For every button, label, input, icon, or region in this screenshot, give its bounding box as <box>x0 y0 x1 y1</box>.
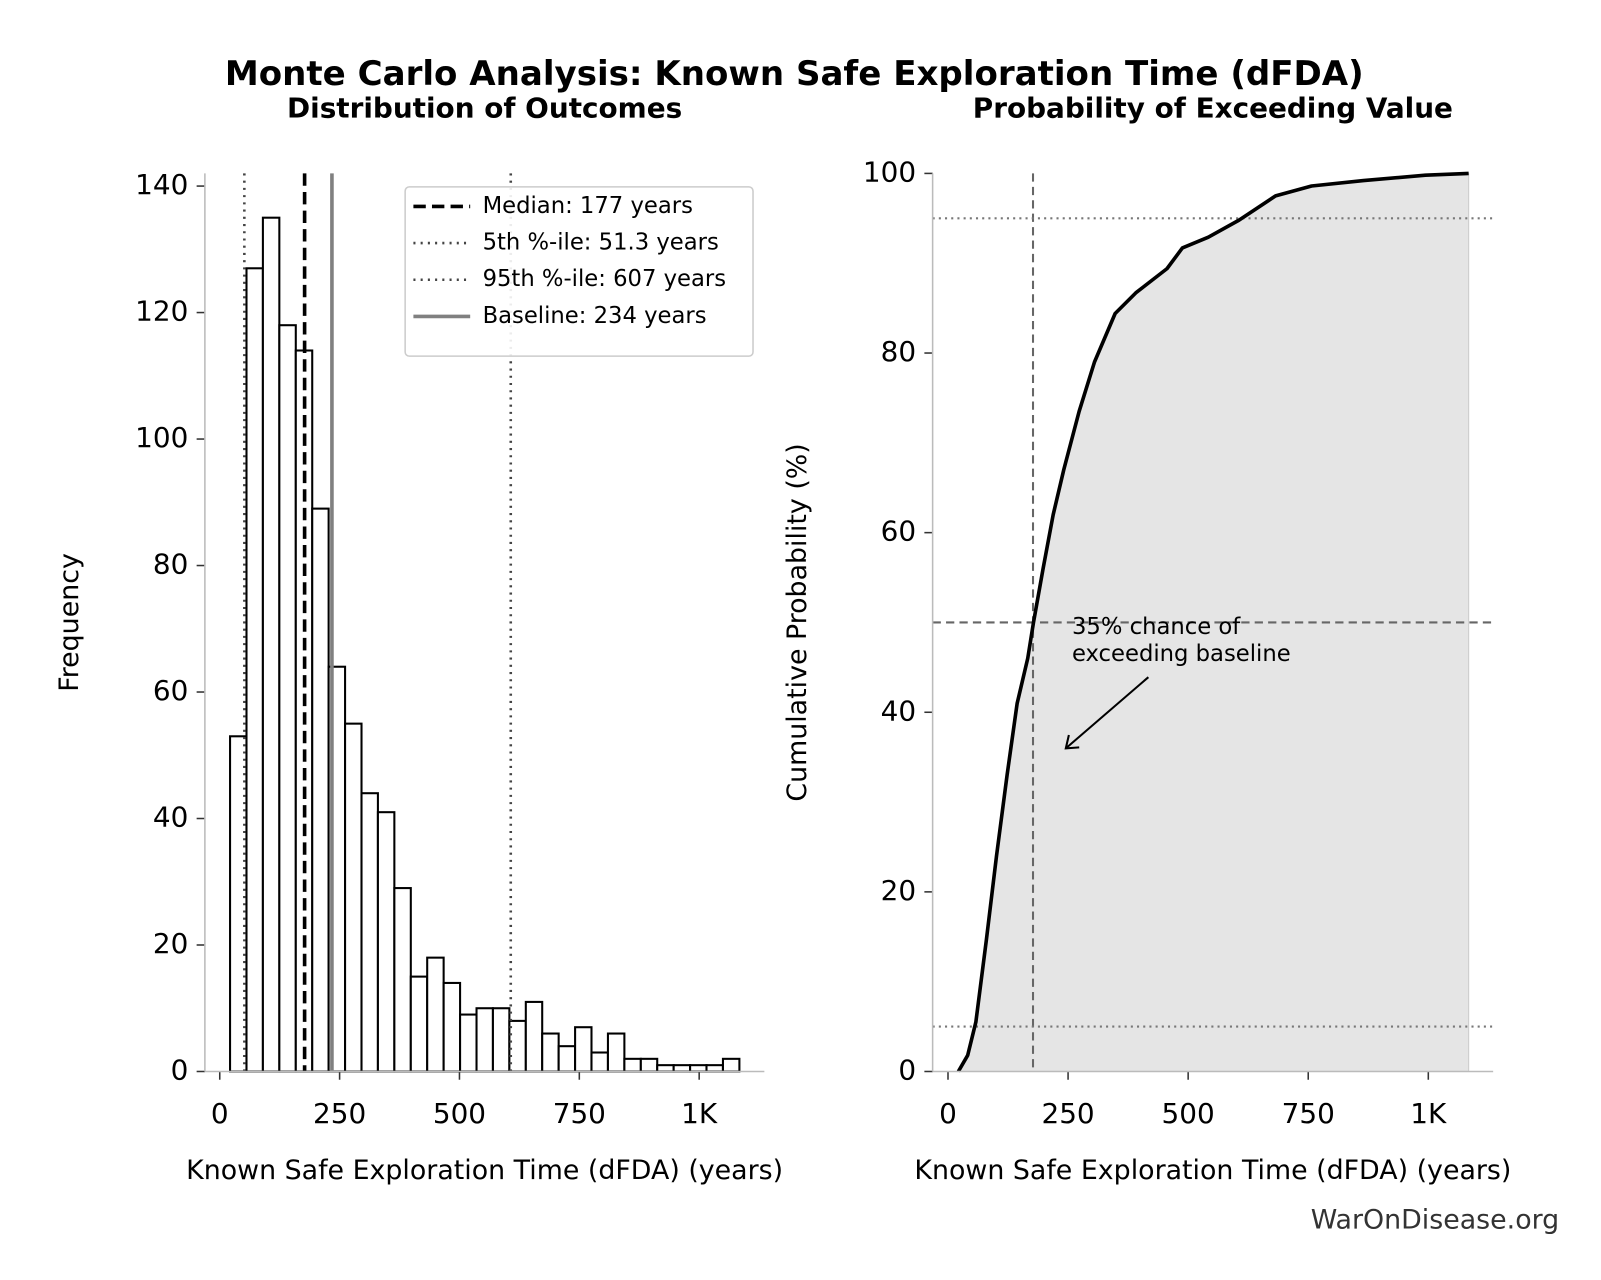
histogram-bar <box>639 1057 659 1073</box>
annotation-text: 35% chance of <box>1072 614 1241 640</box>
histogram-bar <box>360 792 379 1073</box>
histogram-bar <box>475 1007 494 1073</box>
y-tick-label: 60 <box>153 674 188 707</box>
histogram-bar <box>721 1057 741 1073</box>
histogram-bar <box>311 507 330 1073</box>
y-tick-label: 100 <box>863 155 916 188</box>
x-axis-label: Known Safe Exploration Time (dFDA) (year… <box>914 1155 1511 1186</box>
y-axis-label: Cumulative Probability (%) <box>782 443 813 801</box>
y-tick-label: 0 <box>171 1053 189 1086</box>
histogram-bar <box>459 1013 478 1073</box>
histogram-bar <box>261 216 281 1073</box>
histogram-bar <box>705 1064 724 1073</box>
histogram-bar <box>606 1032 626 1073</box>
histogram-bar <box>376 811 396 1073</box>
annotation-arrow <box>1065 676 1150 750</box>
subplot-title: Distribution of Outcomes <box>287 91 682 124</box>
x-tick-label: 250 <box>1041 1097 1094 1130</box>
histogram-bar <box>524 1000 544 1073</box>
histogram-bar <box>656 1064 675 1073</box>
histogram-bar <box>689 1064 708 1073</box>
y-tick-label: 140 <box>135 168 188 201</box>
legend-label: Baseline: 234 years <box>483 303 707 329</box>
x-axis-label: Known Safe Exploration Time (dFDA) (year… <box>186 1155 783 1186</box>
y-tick-label: 20 <box>881 874 916 907</box>
histogram-bar <box>541 1032 560 1073</box>
histogram-bar <box>557 1045 577 1073</box>
y-tick-label: 20 <box>153 927 188 960</box>
x-tick-label: 0 <box>211 1097 229 1130</box>
histogram-bar <box>672 1064 692 1073</box>
figure-title: Monte Carlo Analysis: Known Safe Explora… <box>225 54 1364 94</box>
histogram-bar <box>590 1051 609 1073</box>
annotation-arrowhead <box>1064 734 1080 750</box>
histogram-bar <box>623 1057 642 1073</box>
x-tick-label: 500 <box>433 1097 486 1130</box>
histogram-bar <box>245 267 264 1073</box>
x-tick-label: 1K <box>1410 1097 1447 1130</box>
histogram-bar <box>442 981 462 1073</box>
y-tick-label: 40 <box>881 694 916 727</box>
histogram-bar <box>574 1026 593 1073</box>
x-tick-label: 750 <box>553 1097 606 1130</box>
annotation-text: exceeding baseline <box>1072 641 1291 667</box>
x-tick-label: 0 <box>939 1097 957 1130</box>
histogram-bar <box>409 975 429 1073</box>
histogram-bar <box>278 324 297 1073</box>
legend-label: 95th %-ile: 607 years <box>483 266 726 292</box>
subplot-title: Probability of Exceeding Value <box>973 91 1453 124</box>
y-tick-label: 100 <box>135 421 188 454</box>
cdf-line <box>956 171 1469 1073</box>
y-tick-label: 40 <box>153 801 188 834</box>
legend-label: 5th %-ile: 51.3 years <box>483 230 719 256</box>
y-tick-label: 80 <box>153 548 188 581</box>
x-tick-label: 500 <box>1162 1097 1215 1130</box>
y-axis-label: Frequency <box>54 553 85 692</box>
histogram-bar <box>344 722 363 1073</box>
legend: Median: 177 years 5th %-ile: 51.3 years 95… <box>404 186 754 357</box>
histogram-bar <box>491 1007 511 1073</box>
legend-box <box>404 186 754 357</box>
y-tick-label: 120 <box>135 295 188 328</box>
x-tick-label: 750 <box>1282 1097 1335 1130</box>
legend-label: Median: 177 years <box>483 193 693 219</box>
histogram-bar <box>426 956 445 1073</box>
histogram-bar <box>393 887 412 1073</box>
y-tick-label: 60 <box>881 515 916 548</box>
y-tick-label: 0 <box>898 1053 916 1086</box>
footer: WarOnDisease.org <box>1311 1205 1559 1236</box>
y-tick-label: 80 <box>881 335 916 368</box>
x-tick-label: 1K <box>681 1097 718 1130</box>
x-tick-label: 250 <box>313 1097 366 1130</box>
